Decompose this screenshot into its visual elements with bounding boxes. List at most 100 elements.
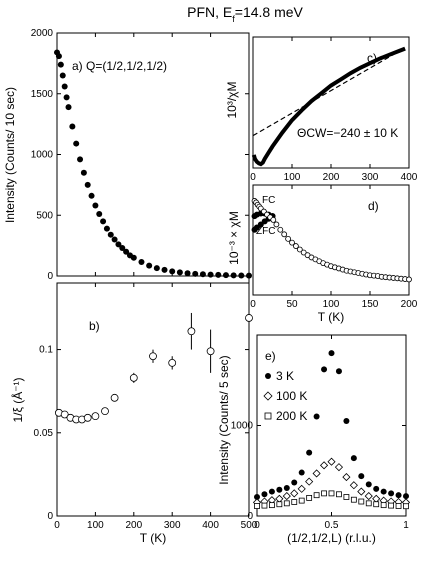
data-point [107, 231, 114, 238]
data-point [115, 241, 122, 248]
data-point [100, 218, 107, 225]
data-point [403, 503, 409, 510]
data-point [291, 499, 298, 505]
x-tick-label: 300 [164, 520, 181, 531]
data-point [60, 410, 69, 419]
data-point [349, 481, 358, 490]
data-point [328, 350, 335, 357]
data-point [335, 368, 342, 375]
x-tick-label: 500 [241, 520, 258, 531]
data-point [342, 473, 351, 482]
y-tick-label: 1500 [31, 89, 54, 100]
data-point [350, 496, 357, 503]
data-point [55, 53, 62, 60]
data-point [365, 481, 372, 488]
y-axis-label: Intensity (Counts/ 5 sec) [217, 355, 231, 484]
data-point [91, 412, 100, 421]
panel-c: 0 100 200 300 400 10³/χM c) ΘCW=−240 ± 10 K [225, 36, 418, 183]
legend-marker [263, 391, 273, 401]
data-point [306, 494, 313, 501]
data-point [343, 417, 350, 424]
y-tick-label: 0 [47, 511, 53, 522]
x-tick-label: 1 [403, 520, 409, 531]
data-point [321, 490, 327, 497]
data-point [300, 249, 307, 256]
data-point [350, 455, 357, 462]
data-point [380, 502, 387, 509]
data-point [334, 463, 344, 472]
data-point [146, 262, 153, 269]
data-point [395, 503, 402, 509]
data-point [207, 271, 214, 278]
x-tick-label: 50 [286, 299, 298, 310]
panel-a: 0 500 1000 1500 2000 Intensity (Counts/ 10 se… [3, 28, 252, 282]
x-tick-label: 150 [362, 299, 379, 310]
series-100 K [252, 457, 411, 507]
data-point [406, 276, 412, 283]
data-point [276, 486, 283, 493]
series-data [251, 46, 406, 167]
data-point [103, 225, 110, 232]
data-point [403, 493, 409, 500]
data-point [245, 314, 253, 322]
x-tick-label: 200 [323, 172, 340, 183]
panel-label: d) [368, 199, 379, 213]
data-point [111, 236, 118, 243]
data-point [358, 498, 365, 505]
data-point [88, 192, 95, 199]
data-point [343, 494, 350, 500]
data-point [169, 268, 176, 275]
y-tick-label: 2000 [31, 28, 54, 39]
x-tick-label: 0 [250, 172, 256, 183]
panel-label: c) [367, 51, 377, 65]
data-point [59, 72, 66, 79]
data-point [138, 259, 145, 266]
data-point [254, 503, 260, 509]
legend-label: 3 K [276, 369, 294, 383]
legend-label: 100 K [276, 389, 307, 403]
data-point [80, 169, 87, 176]
data-point [289, 239, 295, 246]
panel-label: e) [265, 349, 276, 363]
x-tick-label: 200 [125, 520, 142, 531]
data-point [230, 272, 237, 279]
y-axis-label: Intensity (Counts/ 10 sec) [3, 87, 17, 223]
annotation: ΘCW=−240 ± 10 K [297, 126, 398, 140]
legend-label: 200 K [276, 409, 307, 423]
y-tick-label: 0 [47, 271, 53, 282]
figure-title: PFN, Ef=14.8 meV [187, 4, 303, 24]
panel-label: b) [89, 319, 100, 333]
data-point [129, 373, 138, 382]
data-point [168, 358, 177, 367]
data-point [73, 140, 80, 147]
y-tick-label: 0.05 [34, 428, 54, 439]
panel-d: 0 50 100 150 200 10⁻³ × χM T (K) d) FC ZFC [227, 184, 418, 324]
data-point [206, 347, 215, 356]
y-axis-label: 10³/χM [225, 82, 239, 119]
data-point [313, 492, 320, 499]
data-point [372, 494, 381, 503]
data-point [282, 492, 291, 501]
data-point [357, 487, 366, 496]
data-point [388, 502, 395, 509]
data-point [215, 271, 222, 278]
data-point [101, 407, 109, 416]
series-line [251, 46, 406, 167]
data-point [395, 492, 402, 499]
x-tick-label: 400 [202, 520, 219, 531]
data-point [184, 270, 191, 277]
panel-label: a) Q=(1/2,1/2,1/2) [72, 59, 167, 73]
x-tick-label: 200 [401, 299, 418, 310]
x-tick-label: 0 [254, 520, 260, 531]
data-point [313, 413, 320, 420]
series-Curie-Weiss fit [252, 47, 406, 137]
data-point [312, 469, 321, 478]
data-point [238, 272, 245, 279]
data-point [283, 484, 290, 491]
panel-b-frame [56, 282, 250, 517]
x-tick-label: 400 [401, 172, 418, 183]
data-point [358, 473, 365, 480]
y-tick-label: 0 [247, 511, 253, 522]
data-point [69, 123, 76, 130]
series-paramagnetic [251, 198, 412, 283]
